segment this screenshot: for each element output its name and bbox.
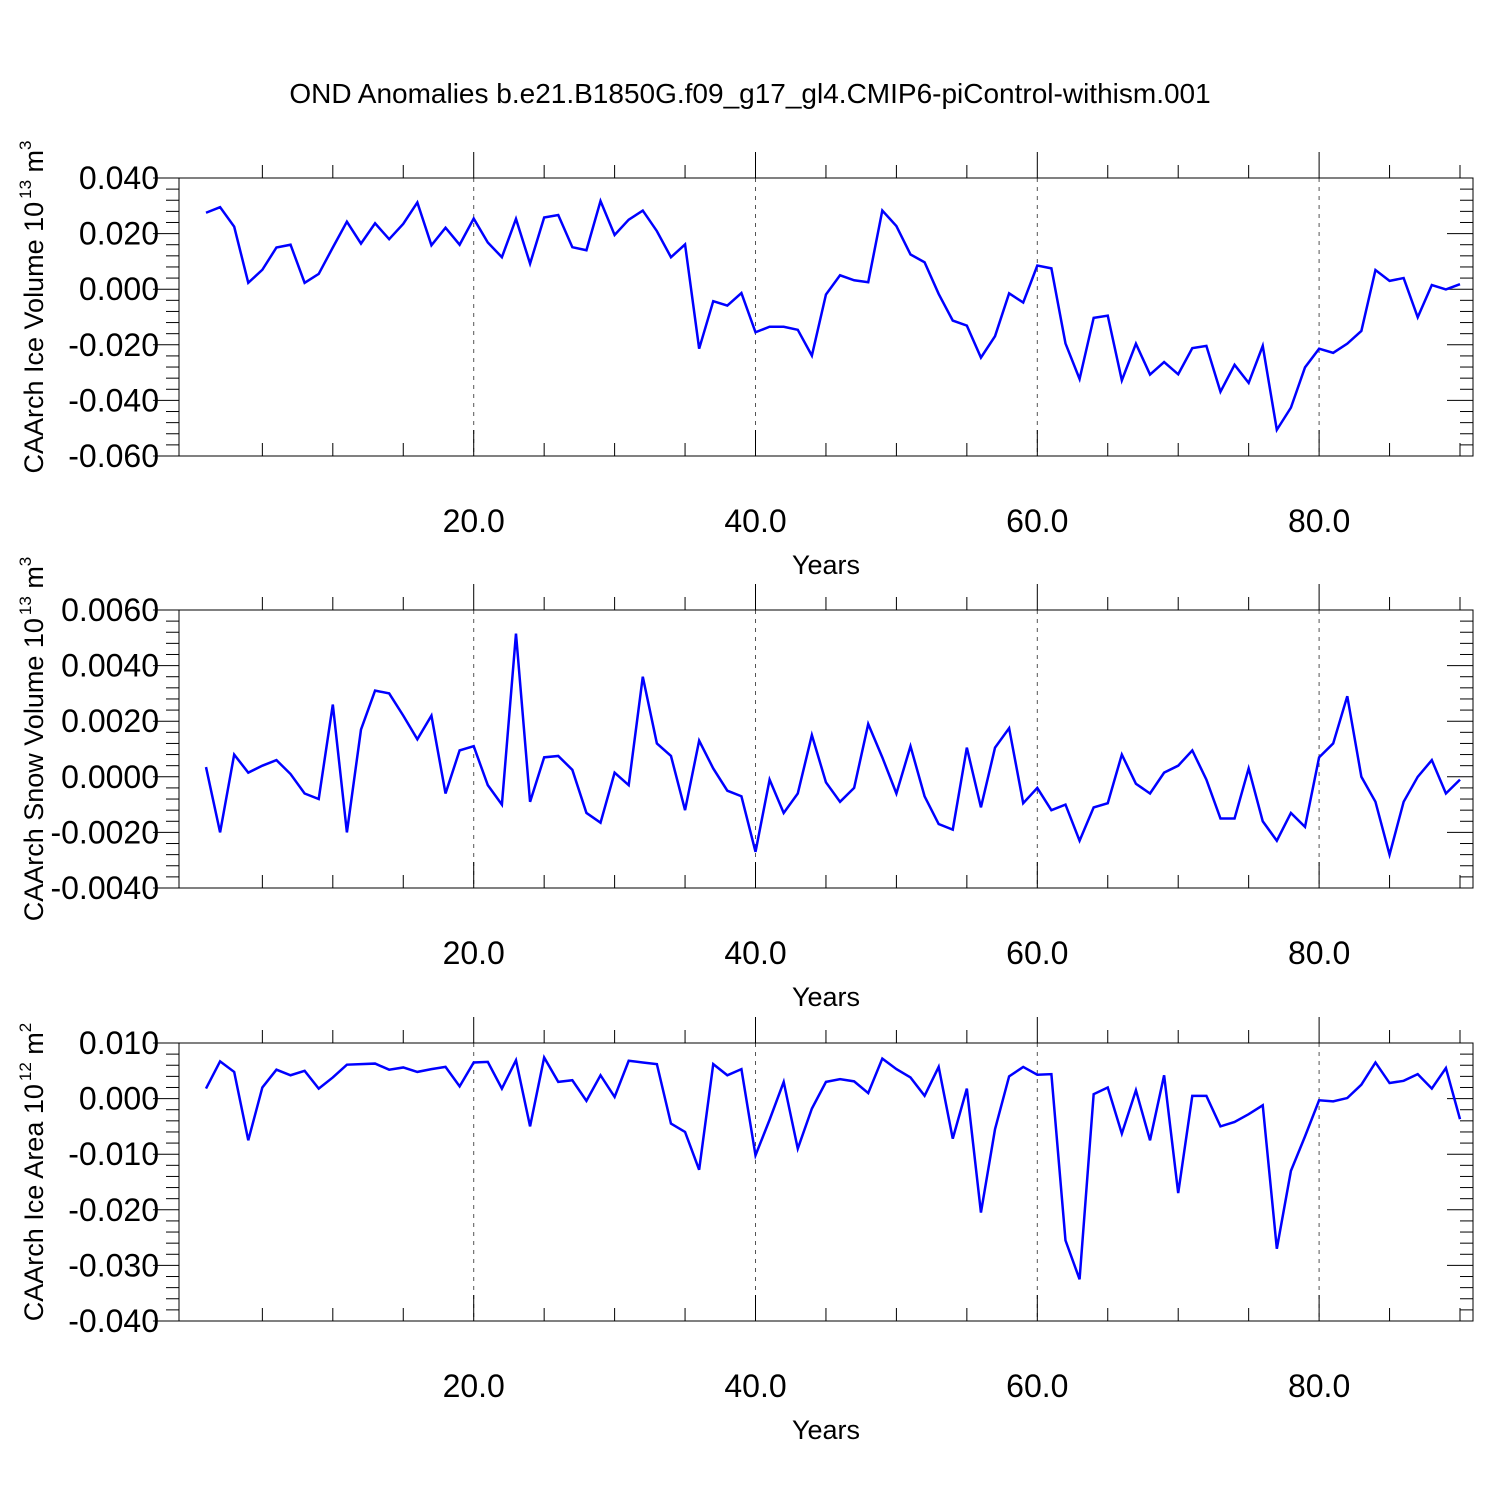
y-axis-label: CAArch Ice Volume 1013 m3 (16, 140, 49, 473)
x-axis-label: Years (792, 982, 860, 1012)
plot-frame (178, 177, 1474, 457)
y-tick-label: 0.000 (79, 271, 159, 307)
y-tick-label: -0.020 (68, 327, 159, 363)
x-tick-label: 20.0 (443, 935, 505, 971)
x-tick-label: 80.0 (1288, 935, 1350, 971)
y-tick-label: 0.0020 (61, 703, 159, 739)
y-tick-label: 0.020 (79, 216, 159, 252)
y-tick-label: 0.0040 (61, 648, 159, 684)
y-axis-label: CAArch Snow Volume 1013 m3 (16, 557, 49, 922)
x-axis-label: Years (792, 550, 860, 580)
y-tick-label: 0.000 (79, 1081, 159, 1117)
x-tick-label: 40.0 (724, 935, 786, 971)
y-tick-label: 0.0000 (61, 759, 159, 795)
y-tick-label: -0.0020 (50, 814, 159, 850)
panel-ice-area: -0.040 -0.030 -0.020 -0.010 0.000 0.010 20.0 40… (16, 1017, 1474, 1445)
series-line (205, 197, 1461, 434)
x-tick-label: 80.0 (1288, 503, 1350, 539)
y-tick-label: 0.040 (79, 160, 159, 196)
y-tick-label: -0.060 (68, 438, 159, 474)
y-tick-label: -0.040 (68, 382, 159, 418)
x-tick-label: 40.0 (724, 503, 786, 539)
series-line (204, 633, 1461, 860)
x-tick-label: 80.0 (1288, 1368, 1350, 1404)
x-tick-label: 20.0 (443, 503, 505, 539)
x-tick-label: 60.0 (1006, 1368, 1068, 1404)
x-tick-label: 40.0 (724, 1368, 786, 1404)
plot-frame (178, 609, 1474, 889)
y-tick-label: 0.010 (79, 1025, 159, 1061)
panel-snow-volume: -0.0040 -0.0020 0.0000 0.0020 0.0040 0.0060 20… (16, 557, 1474, 1012)
y-tick-label: -0.0040 (50, 870, 159, 906)
panel-ice-volume: -0.060 -0.040 -0.020 0.000 0.020 0.040 20.0 40.… (16, 140, 1474, 580)
x-tick-label: 60.0 (1006, 935, 1068, 971)
series-line (204, 1053, 1462, 1280)
y-tick-label: 0.0060 (61, 592, 159, 628)
y-axis-label: CAArch Ice Area 1012 m2 (16, 1023, 49, 1322)
x-tick-label: 60.0 (1006, 503, 1068, 539)
y-tick-label: -0.020 (68, 1192, 159, 1228)
page-title: OND Anomalies b.e21.B1850G.f09_g17_gl4.C… (289, 78, 1211, 109)
y-tick-label: -0.010 (68, 1136, 159, 1172)
y-tick-label: -0.040 (68, 1303, 159, 1339)
plot-frame (178, 1042, 1474, 1322)
y-tick-label: -0.030 (68, 1247, 159, 1283)
x-axis-label: Years (792, 1415, 860, 1445)
x-tick-label: 20.0 (443, 1368, 505, 1404)
